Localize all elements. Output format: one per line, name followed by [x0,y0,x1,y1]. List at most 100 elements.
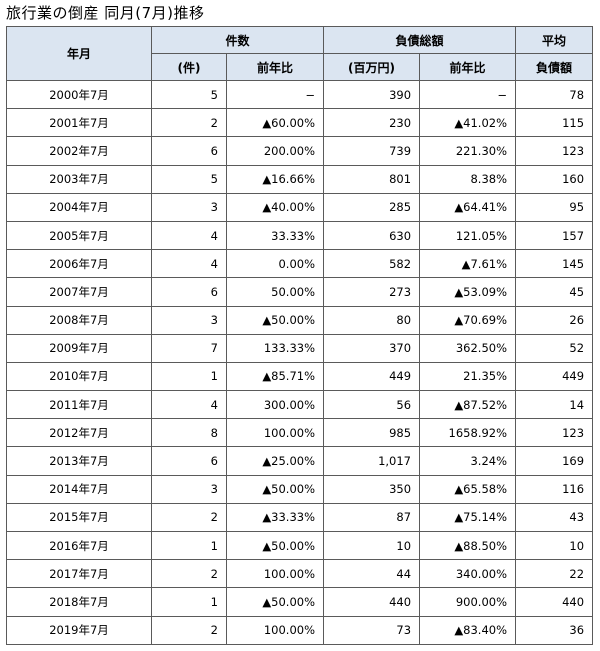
header-avg-top: 平均 [515,26,594,54]
cell-year-month: 2011年7月 [6,390,152,420]
cell-cases-yoy: ▲16.66% [225,164,325,194]
cell-cases: 7 [151,333,227,363]
cell-year-month: 2012年7月 [6,418,152,448]
cell-debt: 739 [323,136,421,166]
cell-cases: 6 [151,136,227,166]
cell-avg-debt: 116 [515,474,594,504]
cell-year-month: 2005年7月 [6,220,152,251]
cell-cases-yoy: ▲50.00% [225,474,325,504]
table-row: 2002年7月 6 200.00% 739 221.30% 123 [6,136,594,166]
cell-year-month: 2017年7月 [6,559,152,589]
table-row: 2000年7月 5 − 390 − 78 [6,79,594,110]
cell-cases-yoy: 133.33% [225,333,325,363]
table-row: 2009年7月 7 133.33% 370 362.50% 52 [6,333,594,363]
cell-debt: 285 [323,192,421,222]
cell-debt-yoy: 221.30% [419,136,517,166]
cell-cases: 2 [151,559,227,589]
cell-cases-yoy: ▲85.71% [225,361,325,392]
cell-cases: 8 [151,418,227,448]
cell-year-month: 2010年7月 [6,361,152,392]
header-debt-total: 負債総額 [323,26,517,54]
cell-year-month: 2015年7月 [6,502,152,533]
cell-debt-yoy: 1658.92% [419,418,517,448]
cell-debt: 801 [323,164,421,194]
cell-cases-yoy: − [225,79,325,110]
cell-cases: 1 [151,361,227,392]
cell-cases-yoy: 100.00% [225,559,325,589]
table-row: 2011年7月 4 300.00% 56 ▲87.52% 14 [6,390,594,420]
cell-debt-yoy: 362.50% [419,333,517,363]
cell-debt: 449 [323,361,421,392]
table-row: 2010年7月 1 ▲85.71% 449 21.35% 449 [6,361,594,392]
cell-avg-debt: 14 [515,390,594,420]
cell-debt-yoy: 121.05% [419,220,517,251]
cell-cases: 1 [151,587,227,617]
cell-cases-yoy: ▲50.00% [225,530,325,561]
cell-year-month: 2013年7月 [6,446,152,476]
cell-debt-yoy: 900.00% [419,587,517,617]
cell-cases: 4 [151,220,227,251]
cell-debt: 985 [323,418,421,448]
cell-cases-yoy: 0.00% [225,249,325,279]
table-row: 2016年7月 1 ▲50.00% 10 ▲88.50% 10 [6,530,594,561]
cell-debt: 370 [323,333,421,363]
cell-cases: 2 [151,502,227,533]
table-row: 2013年7月 6 ▲25.00% 1,017 3.24% 169 [6,446,594,476]
cell-avg-debt: 78 [515,79,594,110]
cell-debt: 1,017 [323,446,421,476]
cell-debt-yoy: − [419,79,517,110]
cell-cases-yoy: 33.33% [225,220,325,251]
cell-cases-yoy: 200.00% [225,136,325,166]
cell-avg-debt: 95 [515,192,594,222]
cell-avg-debt: 43 [515,502,594,533]
cell-debt-yoy: ▲64.41% [419,192,517,222]
cell-year-month: 2006年7月 [6,249,152,279]
cell-year-month: 2003年7月 [6,164,152,194]
cell-cases: 4 [151,249,227,279]
table-row: 2001年7月 2 ▲60.00% 230 ▲41.02% 115 [6,108,594,138]
cell-avg-debt: 45 [515,277,594,307]
cell-avg-debt: 160 [515,164,594,194]
cell-avg-debt: 123 [515,418,594,448]
header-debt-unit: (百万円) [323,53,421,81]
header-avg-bottom: 負債額 [515,53,594,81]
cell-cases-yoy: 50.00% [225,277,325,307]
cell-debt-yoy: 21.35% [419,361,517,392]
table-row: 2005年7月 4 33.33% 630 121.05% 157 [6,220,594,251]
cell-cases: 1 [151,530,227,561]
cell-year-month: 2014年7月 [6,474,152,504]
cell-avg-debt: 157 [515,220,594,251]
table-row: 2004年7月 3 ▲40.00% 285 ▲64.41% 95 [6,192,594,222]
cell-debt-yoy: ▲87.52% [419,390,517,420]
cell-cases: 3 [151,474,227,504]
table-row: 2017年7月 2 100.00% 44 340.00% 22 [6,559,594,589]
cell-debt: 230 [323,108,421,138]
cell-avg-debt: 10 [515,530,594,561]
cell-debt-yoy: ▲53.09% [419,277,517,307]
cell-debt-yoy: ▲75.14% [419,502,517,533]
cell-cases-yoy: ▲50.00% [225,305,325,335]
cell-cases: 6 [151,277,227,307]
header-cases-yoy: 前年比 [225,53,325,81]
cell-avg-debt: 115 [515,108,594,138]
cell-debt: 87 [323,502,421,533]
cell-cases-yoy: ▲33.33% [225,502,325,533]
cell-avg-debt: 123 [515,136,594,166]
bankruptcy-table: 年月 件数 負債総額 平均 (件) 前年比 (百万円) 前年比 負債額 2000… [6,26,594,645]
cell-avg-debt: 169 [515,446,594,476]
cell-avg-debt: 22 [515,559,594,589]
table-row: 2014年7月 3 ▲50.00% 350 ▲65.58% 116 [6,474,594,504]
cell-year-month: 2001年7月 [6,108,152,138]
cell-year-month: 2000年7月 [6,79,152,110]
cell-cases-yoy: 100.00% [225,615,325,645]
cell-debt: 56 [323,390,421,420]
cell-avg-debt: 36 [515,615,594,645]
table-row: 2019年7月 2 100.00% 73 ▲83.40% 36 [6,615,594,645]
cell-debt: 582 [323,249,421,279]
cell-cases-yoy: 100.00% [225,418,325,448]
table-row: 2012年7月 8 100.00% 985 1658.92% 123 [6,418,594,448]
cell-debt: 80 [323,305,421,335]
cell-debt: 630 [323,220,421,251]
cell-cases: 5 [151,79,227,110]
cell-debt: 73 [323,615,421,645]
